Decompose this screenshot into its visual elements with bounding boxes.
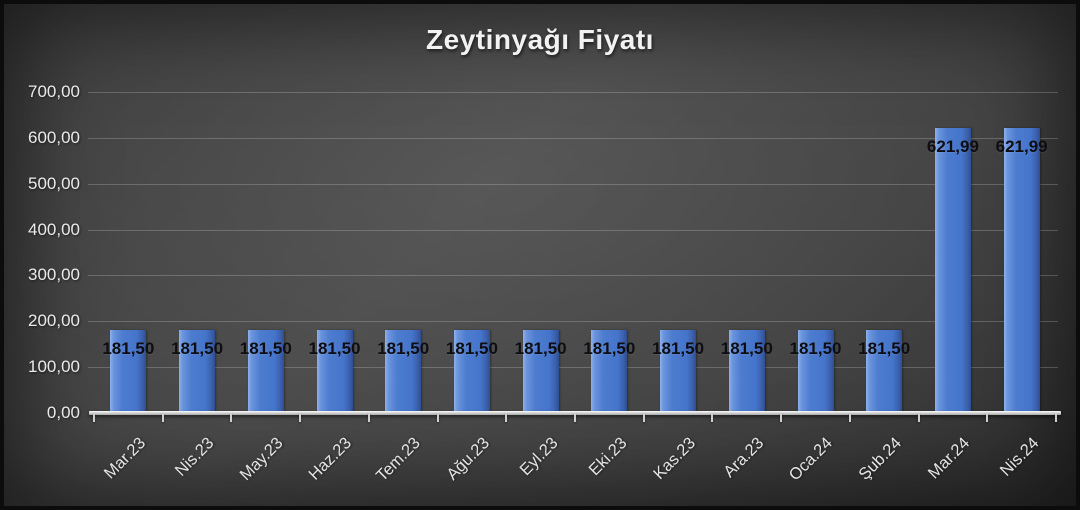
x-axis-tick-label: Ara.23 (720, 434, 768, 482)
x-axis-tick-label: Kas.23 (649, 434, 699, 484)
y-axis-tick-label: 400,00 (28, 219, 80, 239)
bar (728, 329, 765, 413)
bar-value-label: 181,50 (514, 338, 567, 358)
gridline (88, 229, 1058, 231)
x-axis-tick-mark (436, 413, 439, 422)
gridline (88, 183, 1058, 185)
gridline (88, 92, 1058, 93)
bar-value-label: 621,99 (926, 136, 979, 156)
x-axis-tick-label: Ağu.23 (442, 434, 493, 484)
y-axis-tick-label: 600,00 (28, 127, 80, 147)
x-axis-tick-label: Mar.23 (100, 434, 150, 483)
bar (385, 329, 422, 413)
bar (934, 127, 971, 413)
bar (591, 329, 628, 413)
x-axis-tick-mark (161, 413, 164, 422)
bar-value-label: 181,50 (102, 338, 155, 358)
bar-value-label: 181,50 (652, 338, 705, 358)
bar-value-label: 181,50 (858, 338, 911, 358)
bar-value-label: 181,50 (239, 338, 292, 358)
x-axis-tick-mark (711, 413, 714, 422)
x-axis-tick-mark (299, 413, 302, 422)
bar (866, 329, 903, 413)
y-axis-tick-label: 200,00 (28, 311, 80, 331)
x-axis-tick-label: Nis.23 (171, 434, 218, 480)
y-axis-tick-label: 700,00 (28, 82, 80, 101)
x-axis-tick-label: Tem.23 (372, 434, 424, 485)
bar (453, 329, 490, 413)
x-axis-tick-mark (505, 413, 508, 422)
bar-value-label: 181,50 (583, 338, 636, 358)
x-axis-tick-mark (230, 413, 233, 422)
bar-value-label: 181,50 (445, 338, 498, 358)
x-axis-tick-mark (367, 413, 370, 422)
x-axis-tick-mark (1055, 413, 1057, 422)
bar (660, 329, 697, 413)
bar-value-label: 181,50 (720, 338, 773, 358)
gridline (88, 321, 1058, 323)
chart-title: Zeytinyağı Fiyatı (426, 24, 654, 55)
x-axis-tick-label: May.23 (236, 434, 287, 485)
bar-value-label: 621,99 (995, 136, 1048, 156)
gridline (88, 275, 1058, 277)
x-axis-tick-label: Şub.24 (855, 434, 905, 484)
x-axis-tick-mark (93, 413, 95, 422)
x-axis-tick-mark (848, 413, 851, 422)
x-axis-tick-label: Oca.24 (785, 434, 837, 485)
gridline (88, 367, 1058, 369)
bar-value-label: 181,50 (308, 338, 361, 358)
x-axis-tick-label: Nis.24 (996, 434, 1043, 480)
y-axis-tick-label: 100,00 (28, 357, 80, 377)
bar (179, 329, 216, 413)
x-axis-tick-label: Eyl.23 (516, 434, 562, 480)
bar-value-label: 181,50 (171, 338, 224, 358)
x-axis-tick-mark (780, 413, 783, 422)
x-axis-tick-label: Haz.23 (305, 434, 356, 484)
bar (110, 329, 147, 413)
bar (247, 329, 284, 413)
x-axis-tick-label: Eki.23 (584, 434, 631, 480)
x-axis-tick-label: Mar.24 (925, 434, 974, 483)
bar (522, 329, 559, 413)
x-axis-tick-mark (574, 413, 576, 422)
y-axis-tick-label: 0,00 (46, 403, 80, 422)
x-axis-tick-mark (642, 413, 645, 422)
y-axis-tick-label: 500,00 (28, 173, 80, 193)
bar (316, 329, 353, 413)
bar-value-label: 181,50 (789, 338, 842, 358)
x-axis-tick-mark (917, 413, 920, 422)
bar-value-label: 181,50 (377, 338, 430, 358)
gridline (88, 137, 1058, 139)
bar (1003, 127, 1040, 413)
y-axis-tick-label: 300,00 (28, 265, 80, 285)
bar (797, 329, 834, 413)
x-axis-tick-mark (986, 413, 989, 422)
